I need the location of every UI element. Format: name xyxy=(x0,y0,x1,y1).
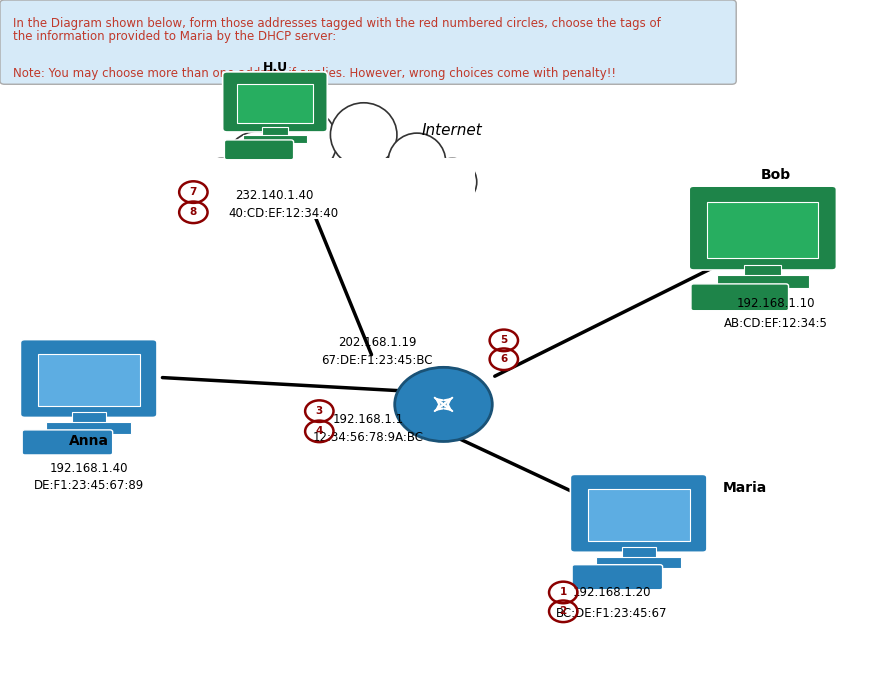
Ellipse shape xyxy=(226,131,288,192)
Text: Maria: Maria xyxy=(722,481,766,495)
Text: 2: 2 xyxy=(559,607,566,616)
Circle shape xyxy=(489,330,517,351)
Circle shape xyxy=(179,181,207,203)
Text: AB:CD:EF:12:34:5: AB:CD:EF:12:34:5 xyxy=(723,317,828,330)
FancyBboxPatch shape xyxy=(587,489,689,541)
FancyBboxPatch shape xyxy=(46,422,131,433)
Text: 8: 8 xyxy=(190,208,197,217)
Circle shape xyxy=(394,367,492,441)
Text: the information provided to Maria by the DHCP server:: the information provided to Maria by the… xyxy=(13,30,336,43)
FancyBboxPatch shape xyxy=(707,202,817,258)
Text: DE:F1:23:45:67:89: DE:F1:23:45:67:89 xyxy=(34,479,144,491)
FancyBboxPatch shape xyxy=(571,565,662,590)
Circle shape xyxy=(305,421,333,442)
FancyBboxPatch shape xyxy=(237,84,313,123)
Text: 67:DE:F1:23:45:BC: 67:DE:F1:23:45:BC xyxy=(321,354,432,367)
Circle shape xyxy=(489,348,517,370)
FancyBboxPatch shape xyxy=(222,72,327,132)
FancyBboxPatch shape xyxy=(688,186,835,270)
FancyBboxPatch shape xyxy=(243,135,307,143)
Text: 192.168.1.20: 192.168.1.20 xyxy=(572,586,650,599)
FancyBboxPatch shape xyxy=(0,0,735,84)
Text: BC:DE:F1:23:45:67: BC:DE:F1:23:45:67 xyxy=(556,607,667,619)
FancyBboxPatch shape xyxy=(595,557,680,568)
Ellipse shape xyxy=(197,158,245,206)
Circle shape xyxy=(305,400,333,422)
FancyBboxPatch shape xyxy=(570,474,706,552)
FancyBboxPatch shape xyxy=(621,547,655,559)
FancyBboxPatch shape xyxy=(72,412,105,424)
Text: 232.140.1.40: 232.140.1.40 xyxy=(235,189,313,202)
Text: 192.168.1.10: 192.168.1.10 xyxy=(736,297,814,309)
Text: In the Diagram shown below, form those addresses tagged with the red numbered ci: In the Diagram shown below, form those a… xyxy=(13,17,660,30)
Circle shape xyxy=(548,601,577,622)
Text: H.U: H.U xyxy=(262,61,287,73)
Text: 7: 7 xyxy=(190,187,197,197)
FancyBboxPatch shape xyxy=(690,284,788,311)
Text: Note: You may choose more than one address if applies. However, wrong choices co: Note: You may choose more than one addre… xyxy=(13,67,616,80)
Text: 6: 6 xyxy=(500,355,507,364)
Text: 40:CD:EF:12:34:40: 40:CD:EF:12:34:40 xyxy=(229,207,338,220)
Text: 1: 1 xyxy=(559,588,566,597)
Ellipse shape xyxy=(427,158,477,206)
Text: Internet: Internet xyxy=(422,123,482,137)
FancyBboxPatch shape xyxy=(20,340,157,417)
Text: Bob: Bob xyxy=(760,168,790,181)
Text: 192.168.1.40: 192.168.1.40 xyxy=(50,462,128,474)
FancyBboxPatch shape xyxy=(716,276,808,288)
Ellipse shape xyxy=(387,133,445,190)
Text: 12:34:56:78:9A:BC: 12:34:56:78:9A:BC xyxy=(312,431,424,444)
FancyBboxPatch shape xyxy=(182,158,474,219)
FancyBboxPatch shape xyxy=(743,265,781,277)
FancyBboxPatch shape xyxy=(37,355,140,406)
FancyBboxPatch shape xyxy=(22,430,113,455)
FancyBboxPatch shape xyxy=(262,127,287,136)
Text: 5: 5 xyxy=(500,336,507,345)
Circle shape xyxy=(548,582,577,603)
Ellipse shape xyxy=(266,108,337,175)
Text: Anna: Anna xyxy=(68,434,109,448)
Ellipse shape xyxy=(330,102,396,167)
Text: 3: 3 xyxy=(315,406,323,416)
Circle shape xyxy=(179,202,207,223)
Text: 4: 4 xyxy=(315,427,323,436)
Text: 192.168.1.1: 192.168.1.1 xyxy=(332,412,403,425)
Text: 202.168.1.19: 202.168.1.19 xyxy=(338,336,416,348)
FancyBboxPatch shape xyxy=(224,140,293,160)
